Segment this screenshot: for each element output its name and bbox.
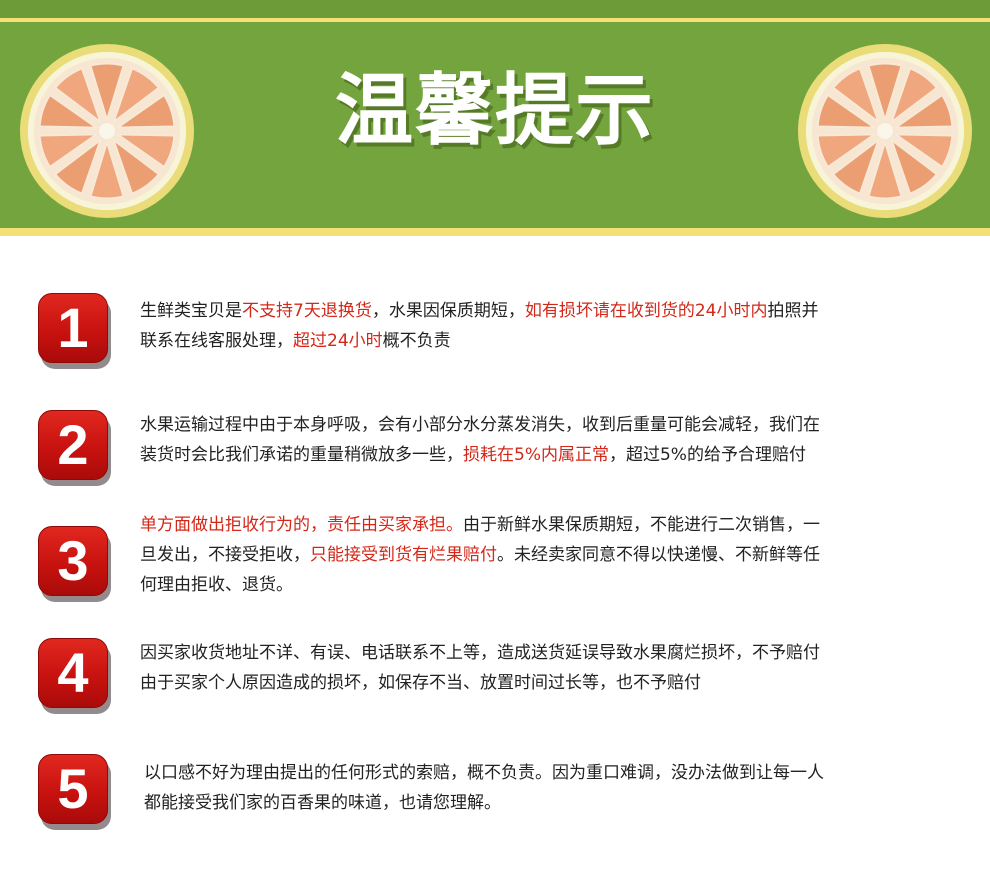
body-text: 都能接受我们家的百香果的味道，也请您理解。 [144, 793, 501, 813]
notice-line: 旦发出，不接受拒收，只能接受到货有烂果赔付。未经卖家同意不得以快递慢、不新鲜等任 [140, 540, 950, 570]
number-badge: 4 [38, 638, 111, 714]
highlight-text: 只能接受到货有烂果赔付 [310, 545, 497, 565]
body-text: 生鲜类宝贝是 [140, 301, 242, 321]
badge-number: 3 [57, 529, 89, 592]
fruit-segment [832, 67, 880, 124]
body-text: 因买家收货地址不详、有误、电话联系不上等，造成送货延误导致水果腐烂损坏，不予赔付 [140, 643, 820, 663]
fruit-segment [867, 63, 903, 122]
fruit-segment [832, 138, 880, 195]
notice-line: 联系在线客服处理，超过24小时概不负责 [140, 326, 950, 356]
body-text: 联系在线客服处理， [140, 331, 293, 351]
fruit-segment [890, 138, 938, 195]
number-badge: 1 [38, 293, 111, 369]
body-text: 由于新鲜水果保质期短，不能进行二次销售，一 [463, 515, 820, 535]
badge-number: 1 [57, 296, 89, 359]
fruit-segment [867, 140, 903, 199]
number-badge: 5 [38, 754, 111, 830]
grapefruit-slice-icon [797, 43, 973, 219]
notice-text: 单方面做出拒收行为的，责任由买家承担。由于新鲜水果保质期短，不能进行二次销售，一… [140, 510, 950, 600]
highlight-text: 损耗在5%内属正常 [463, 445, 609, 465]
fruit-segment [39, 133, 99, 168]
notice-line: 都能接受我们家的百香果的味道，也请您理解。 [144, 788, 954, 818]
body-text: 由于买家个人原因造成的损坏，如保存不当、放置时间过长等，也不予赔付 [140, 673, 701, 693]
body-text: 概不负责 [382, 331, 451, 351]
highlight-text: 如有损坏请在收到货的24小时内 [524, 301, 768, 321]
body-text: ，超过5%的给予合理赔付 [608, 445, 806, 465]
number-badge: 2 [38, 410, 111, 486]
grapefruit-slice-icon [19, 43, 195, 219]
notice-line: 装货时会比我们承诺的重量稍微放多一些，损耗在5%内属正常，超过5%的给予合理赔付 [140, 440, 950, 470]
notice-item: 5 以口感不好为理由提出的任何形式的索赔，概不负责。因为重口难调，没办法做到让每… [0, 752, 990, 832]
body-text: 水果运输过程中由于本身呼吸，会有小部分水分蒸发消失，收到后重量可能会减轻，我们在 [140, 415, 820, 435]
notice-line: 生鲜类宝贝是不支持7天退换货，水果因保质期短，如有损坏请在收到货的24小时内拍照… [140, 296, 950, 326]
fruit-segment [112, 67, 160, 124]
notice-item: 2 水果运输过程中由于本身呼吸，会有小部分水分蒸发消失，收到后重量可能会减轻，我… [0, 408, 990, 488]
fruit-segment [54, 67, 102, 124]
notice-line: 单方面做出拒收行为的，责任由买家承担。由于新鲜水果保质期短，不能进行二次销售，一 [140, 510, 950, 540]
fruit-segment [890, 67, 938, 124]
notice-line: 何理由拒收、退货。 [140, 570, 950, 600]
notice-text: 生鲜类宝贝是不支持7天退换货，水果因保质期短，如有损坏请在收到货的24小时内拍照… [140, 296, 950, 356]
notice-line: 水果运输过程中由于本身呼吸，会有小部分水分蒸发消失，收到后重量可能会减轻，我们在 [140, 410, 950, 440]
number-badge: 3 [38, 526, 111, 602]
fruit-segment [817, 133, 877, 168]
fruit-segment [89, 140, 125, 199]
notice-line: 由于买家个人原因造成的损坏，如保存不当、放置时间过长等，也不予赔付 [140, 668, 950, 698]
fruit-segment [115, 133, 175, 168]
notice-line: 因买家收货地址不详、有误、电话联系不上等，造成送货延误导致水果腐烂损坏，不予赔付 [140, 638, 950, 668]
fruit-segment [115, 94, 175, 129]
fruit-segments [39, 63, 175, 199]
notice-text: 以口感不好为理由提出的任何形式的索赔，概不负责。因为重口难调，没办法做到让每一人… [144, 758, 954, 818]
body-text: 以口感不好为理由提出的任何形式的索赔，概不负责。因为重口难调，没办法做到让每一人 [144, 763, 824, 783]
notice-text: 因买家收货地址不详、有误、电话联系不上等，造成送货延误导致水果腐烂损坏，不予赔付… [140, 638, 950, 698]
fruit-segment [893, 133, 953, 168]
body-text: 拍照并 [767, 301, 819, 321]
highlight-text: 超过24小时 [293, 331, 383, 351]
badge-number: 4 [57, 641, 89, 704]
notice-item: 4 因买家收货地址不详、有误、电话联系不上等，造成送货延误导致水果腐烂损坏，不予… [0, 636, 990, 716]
fruit-segments [817, 63, 953, 199]
notice-item: 1 生鲜类宝贝是不支持7天退换货，水果因保质期短，如有损坏请在收到货的24小时内… [0, 290, 990, 370]
fruit-segment [817, 94, 877, 129]
fruit-segment [89, 63, 125, 122]
page-title: 温馨提示 [334, 66, 655, 156]
badge-number: 5 [57, 757, 89, 820]
body-text: 旦发出，不接受拒收， [140, 545, 310, 565]
fruit-segment [112, 138, 160, 195]
body-text: 何理由拒收、退货。 [140, 575, 293, 595]
badge-number: 2 [57, 413, 89, 476]
body-text: 。未经卖家同意不得以快递慢、不新鲜等任 [497, 545, 820, 565]
fruit-segment [39, 94, 99, 129]
header-banner: 温馨提示 [0, 0, 990, 236]
fruit-segment [893, 94, 953, 129]
notice-line: 以口感不好为理由提出的任何形式的索赔，概不负责。因为重口难调，没办法做到让每一人 [144, 758, 954, 788]
notice-item: 3 单方面做出拒收行为的，责任由买家承担。由于新鲜水果保质期短，不能进行二次销售… [0, 508, 990, 608]
body-text: ，水果因保质期短， [371, 301, 525, 321]
highlight-text: 不支持7天退换货 [242, 301, 372, 321]
fruit-segment [54, 138, 102, 195]
body-text: 装货时会比我们承诺的重量稍微放多一些， [140, 445, 463, 465]
highlight-text: 单方面做出拒收行为的，责任由买家承担。 [140, 515, 463, 535]
notice-text: 水果运输过程中由于本身呼吸，会有小部分水分蒸发消失，收到后重量可能会减轻，我们在… [140, 410, 950, 470]
banner-bottom-stripe [0, 228, 990, 236]
banner-top-stripe [0, 0, 990, 22]
